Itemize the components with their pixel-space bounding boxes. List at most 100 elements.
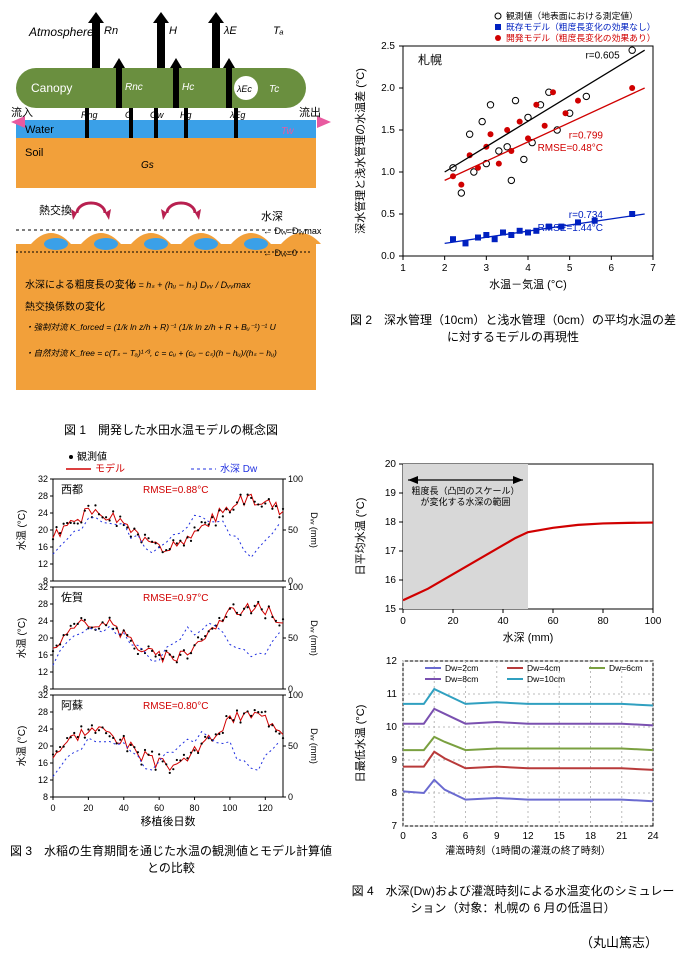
svg-text:0: 0 xyxy=(50,803,55,813)
svg-text:Dᵥᵥ (mm): Dᵥᵥ (mm) xyxy=(309,728,319,764)
svg-text:24: 24 xyxy=(647,831,659,842)
svg-text:Dw=2cm: Dw=2cm xyxy=(445,663,478,673)
svg-text:r=0.734: r=0.734 xyxy=(569,210,604,221)
fig2: 観測値（地表面における測定値）既存モデル（粗度長変化の効果なし）開発モデル（粗度… xyxy=(348,8,678,439)
svg-text:32: 32 xyxy=(38,582,48,592)
svg-text:0.5: 0.5 xyxy=(381,209,395,220)
svg-text:水深: 水深 xyxy=(261,210,283,223)
svg-text:2.0: 2.0 xyxy=(381,83,395,94)
svg-text:Tc: Tc xyxy=(269,84,279,95)
svg-text:・強制対流 K_forced = (1/k ln z/h: ・強制対流 K_forced = (1/k ln z/h + R)⁻¹ (1/k… xyxy=(25,322,277,332)
svg-text:Soil: Soil xyxy=(25,147,43,159)
svg-text:佐賀: 佐賀 xyxy=(61,590,83,604)
svg-text:水深による粗度長の変化: 水深による粗度長の変化 xyxy=(25,278,135,291)
svg-text:20: 20 xyxy=(38,633,48,643)
svg-text:Hc: Hc xyxy=(182,82,194,93)
svg-text:Rn: Rn xyxy=(104,25,118,37)
svg-text:28: 28 xyxy=(38,707,48,717)
fig3: 観測値モデル水深 Dw8121620242832050100水温 (°C)Dᵥᵥ… xyxy=(8,449,334,917)
svg-text:h = hₛ + (hᵤ − hₛ) Dᵥᵥ / Dᵥᵥma: h = hₛ + (hᵤ − hₛ) Dᵥᵥ / Dᵥᵥmax xyxy=(131,280,251,290)
svg-text:西都: 西都 xyxy=(61,483,83,496)
svg-text:20: 20 xyxy=(38,741,48,751)
svg-text:12: 12 xyxy=(522,831,534,842)
svg-text:40: 40 xyxy=(119,803,129,813)
svg-text:8: 8 xyxy=(391,788,397,799)
svg-text:観測値（地表面における測定値）: 観測値（地表面における測定値） xyxy=(506,10,638,21)
svg-text:24: 24 xyxy=(38,616,48,626)
svg-text:12: 12 xyxy=(38,775,48,785)
svg-text:20: 20 xyxy=(385,459,397,470)
svg-text:粗度長（凸凹のスケール）: 粗度長（凸凹のスケール） xyxy=(411,485,519,496)
svg-text:・自然対流 K_free = c(Tₛ − Tₐ)¹ᐟ³,: ・自然対流 K_free = c(Tₛ − Tₐ)¹ᐟ³, c = cᵤ + (… xyxy=(25,348,277,358)
svg-text:4: 4 xyxy=(525,263,531,274)
svg-text:3: 3 xyxy=(431,831,437,842)
svg-text:9: 9 xyxy=(391,755,397,766)
svg-text:RMSE=1.44°C: RMSE=1.44°C xyxy=(538,223,603,234)
svg-text:19: 19 xyxy=(385,488,397,499)
svg-text:RMSE=0.80°C: RMSE=0.80°C xyxy=(143,701,208,712)
svg-text:7: 7 xyxy=(650,263,656,274)
svg-text:11: 11 xyxy=(387,689,398,700)
svg-text:λEg: λEg xyxy=(229,110,245,120)
svg-text:Gw: Gw xyxy=(150,110,164,120)
svg-text:0.0: 0.0 xyxy=(381,251,395,262)
svg-text:Atmosphere: Atmosphere xyxy=(28,25,94,39)
svg-text:が変化する水深の範囲: が変化する水深の範囲 xyxy=(420,496,510,507)
svg-text:Dw=6cm: Dw=6cm xyxy=(609,663,642,673)
svg-text:20: 20 xyxy=(38,525,48,535)
svg-text:28: 28 xyxy=(38,599,48,609)
svg-text:← Dᵥᵥ=Dᵥᵥmax: ← Dᵥᵥ=Dᵥᵥmax xyxy=(263,226,322,236)
svg-text:モデル: モデル xyxy=(95,462,125,475)
svg-text:5: 5 xyxy=(567,263,573,274)
svg-text:24: 24 xyxy=(38,508,48,518)
svg-text:日最低水温 (°C): 日最低水温 (°C) xyxy=(354,704,367,782)
svg-text:r=0.605: r=0.605 xyxy=(585,51,620,62)
fig1-svg: AtmosphereCanopyWaterSoilRnHλETₐRncHcλEc… xyxy=(11,8,331,418)
svg-text:24: 24 xyxy=(38,724,48,734)
svg-text:80: 80 xyxy=(597,616,609,627)
svg-text:日平均水温 (°C): 日平均水温 (°C) xyxy=(354,497,367,575)
svg-text:100: 100 xyxy=(288,582,303,592)
svg-text:40: 40 xyxy=(497,616,509,627)
svg-text:熱交換係数の変化: 熱交換係数の変化 xyxy=(25,300,105,313)
svg-text:r=0.799: r=0.799 xyxy=(569,130,604,141)
svg-text:観測値: 観測値 xyxy=(77,450,107,463)
svg-text:12: 12 xyxy=(38,559,48,569)
svg-text:Dᵥᵥ (mm): Dᵥᵥ (mm) xyxy=(309,512,319,548)
svg-text:0: 0 xyxy=(400,831,406,842)
svg-text:12: 12 xyxy=(38,667,48,677)
svg-text:2.5: 2.5 xyxy=(381,41,395,52)
svg-text:RMSE=0.48°C: RMSE=0.48°C xyxy=(538,143,603,154)
fig2-caption: 図 2 深水管理（10cm）と浅水管理（0cm）の平均水温の差に対するモデルの再… xyxy=(348,312,678,346)
svg-text:流出: 流出 xyxy=(299,105,321,119)
svg-text:G: G xyxy=(125,110,132,120)
svg-text:1: 1 xyxy=(400,263,406,274)
svg-text:札幌: 札幌 xyxy=(418,52,442,67)
svg-text:100: 100 xyxy=(288,690,303,700)
svg-text:1.5: 1.5 xyxy=(381,125,395,136)
svg-text:50: 50 xyxy=(288,633,298,643)
svg-text:80: 80 xyxy=(190,803,200,813)
fig2-svg: 観測値（地表面における測定値）既存モデル（粗度長変化の効果なし）開発モデル（粗度… xyxy=(348,8,678,308)
svg-text:6: 6 xyxy=(609,263,615,274)
svg-text:2: 2 xyxy=(442,263,448,274)
svg-text:12: 12 xyxy=(386,656,398,667)
svg-text:Tw: Tw xyxy=(281,126,294,137)
fig3-caption: 図 3 水稲の生育期間を通じた水温の観測値とモデル計算値との比較 xyxy=(8,843,334,877)
svg-text:28: 28 xyxy=(38,491,48,501)
svg-text:18: 18 xyxy=(385,517,397,528)
svg-text:開発モデル（粗度長変化の効果あり）: 開発モデル（粗度長変化の効果あり） xyxy=(506,32,656,43)
svg-text:32: 32 xyxy=(38,690,48,700)
svg-text:20: 20 xyxy=(83,803,93,813)
svg-text:Rnc: Rnc xyxy=(125,82,143,93)
svg-text:熱交換: 熱交換 xyxy=(39,203,72,217)
svg-text:RMSE=0.97°C: RMSE=0.97°C xyxy=(143,593,208,604)
svg-text:水温 (°C): 水温 (°C) xyxy=(16,617,28,658)
svg-text:移植後日数: 移植後日数 xyxy=(141,814,196,828)
svg-text:16: 16 xyxy=(38,542,48,552)
fig-right-col2: 020406080100151617181920水深 (mm)日平均水温 (°C… xyxy=(348,449,678,917)
svg-text:Water: Water xyxy=(25,124,54,136)
svg-text:8: 8 xyxy=(43,792,48,802)
svg-text:λE: λE xyxy=(223,25,237,37)
svg-text:15: 15 xyxy=(554,831,566,842)
